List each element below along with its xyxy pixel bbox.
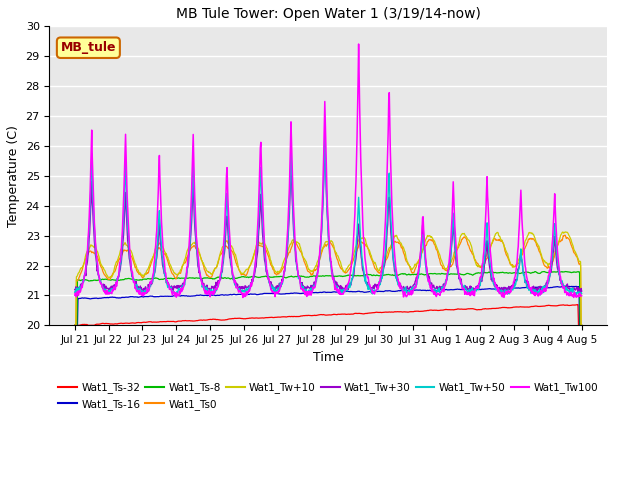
- Wat1_Ts-16: [578, 323, 586, 328]
- Wat1_Ts0: [552, 247, 560, 253]
- Wat1_Tw+10: [369, 259, 377, 264]
- Title: MB Tule Tower: Open Water 1 (3/19/14-now): MB Tule Tower: Open Water 1 (3/19/14-now…: [176, 7, 481, 21]
- Wat1_Ts0: [95, 258, 103, 264]
- Wat1_Ts-16: [369, 288, 377, 294]
- Wat1_Ts-8: [547, 269, 554, 275]
- Wat1_Tw+30: [578, 288, 586, 294]
- Wat1_Ts-32: [573, 302, 581, 308]
- Wat1_Ts-32: [165, 319, 173, 324]
- Wat1_Ts-8: [578, 323, 586, 328]
- Wat1_Ts-16: [282, 291, 289, 297]
- Wat1_Tw100: [554, 247, 561, 252]
- Wat1_Tw+50: [561, 288, 569, 293]
- Wat1_Tw+30: [71, 287, 79, 292]
- Wat1_Tw+30: [554, 265, 561, 271]
- Wat1_Tw+10: [578, 323, 586, 328]
- Text: MB_tule: MB_tule: [61, 41, 116, 54]
- Wat1_Tw+30: [500, 292, 508, 298]
- Wat1_Tw+50: [578, 291, 586, 297]
- Wat1_Tw+10: [71, 323, 79, 328]
- Line: Wat1_Ts-8: Wat1_Ts-8: [75, 272, 582, 325]
- Wat1_Ts0: [165, 262, 173, 268]
- Line: Wat1_Ts0: Wat1_Ts0: [75, 235, 582, 325]
- Wat1_Tw+30: [321, 136, 328, 142]
- Wat1_Tw+10: [95, 254, 103, 260]
- Wat1_Ts-8: [282, 275, 289, 281]
- Line: Wat1_Tw100: Wat1_Tw100: [75, 44, 582, 298]
- Wat1_Tw+10: [282, 255, 289, 261]
- Wat1_Tw+10: [561, 229, 568, 235]
- Wat1_Tw100: [165, 281, 173, 287]
- Wat1_Tw+10: [552, 245, 560, 251]
- Wat1_Ts0: [561, 233, 568, 239]
- Wat1_Tw100: [282, 257, 289, 263]
- Line: Wat1_Tw+30: Wat1_Tw+30: [75, 139, 582, 295]
- Y-axis label: Temperature (C): Temperature (C): [7, 125, 20, 227]
- Line: Wat1_Ts-16: Wat1_Ts-16: [75, 286, 582, 325]
- X-axis label: Time: Time: [313, 350, 344, 364]
- Wat1_Ts0: [71, 323, 79, 328]
- Wat1_Tw100: [371, 291, 378, 297]
- Wat1_Ts-8: [95, 277, 103, 283]
- Wat1_Tw+50: [370, 288, 378, 293]
- Wat1_Ts-8: [553, 269, 561, 275]
- Wat1_Tw+30: [165, 282, 173, 288]
- Wat1_Ts-8: [561, 269, 568, 275]
- Wat1_Ts-32: [578, 323, 586, 328]
- Wat1_Tw+10: [561, 229, 569, 235]
- Wat1_Ts-8: [71, 323, 79, 328]
- Wat1_Ts-32: [552, 303, 560, 309]
- Wat1_Tw+50: [321, 131, 328, 137]
- Wat1_Tw+50: [165, 284, 173, 290]
- Wat1_Tw+30: [95, 275, 103, 281]
- Wat1_Ts-16: [71, 323, 79, 328]
- Wat1_Ts-32: [71, 323, 79, 328]
- Wat1_Tw+10: [165, 258, 173, 264]
- Wat1_Ts0: [561, 232, 568, 238]
- Wat1_Ts-32: [369, 310, 377, 315]
- Wat1_Ts0: [282, 260, 289, 266]
- Wat1_Ts-16: [165, 293, 173, 299]
- Wat1_Tw+30: [561, 285, 569, 290]
- Wat1_Tw100: [355, 41, 362, 47]
- Wat1_Ts-8: [165, 276, 173, 281]
- Wat1_Tw+50: [71, 290, 79, 296]
- Wat1_Ts-16: [562, 283, 570, 289]
- Wat1_Tw+30: [370, 286, 378, 291]
- Wat1_Tw+50: [554, 257, 561, 263]
- Wat1_Tw+50: [282, 264, 289, 270]
- Wat1_Tw100: [578, 293, 586, 299]
- Wat1_Tw100: [71, 292, 79, 298]
- Legend: Wat1_Ts-32, Wat1_Ts-16, Wat1_Ts-8, Wat1_Ts0, Wat1_Tw+10, Wat1_Tw+30, Wat1_Tw+50,: Wat1_Ts-32, Wat1_Ts-16, Wat1_Ts-8, Wat1_…: [54, 378, 602, 414]
- Line: Wat1_Tw+10: Wat1_Tw+10: [75, 232, 582, 325]
- Wat1_Ts-16: [561, 284, 568, 289]
- Wat1_Ts0: [369, 261, 377, 267]
- Wat1_Ts-8: [369, 272, 377, 278]
- Wat1_Ts-32: [282, 314, 289, 320]
- Wat1_Tw100: [239, 295, 246, 300]
- Wat1_Tw100: [561, 289, 569, 295]
- Wat1_Ts-16: [95, 295, 103, 301]
- Wat1_Tw+50: [536, 292, 544, 298]
- Wat1_Tw100: [95, 273, 103, 279]
- Line: Wat1_Tw+50: Wat1_Tw+50: [75, 134, 582, 295]
- Wat1_Ts0: [578, 323, 586, 328]
- Wat1_Tw+30: [282, 264, 289, 270]
- Wat1_Ts-32: [95, 321, 103, 327]
- Line: Wat1_Ts-32: Wat1_Ts-32: [75, 305, 582, 325]
- Wat1_Tw+50: [95, 274, 103, 280]
- Wat1_Ts-16: [552, 284, 560, 289]
- Wat1_Ts-32: [561, 302, 568, 308]
